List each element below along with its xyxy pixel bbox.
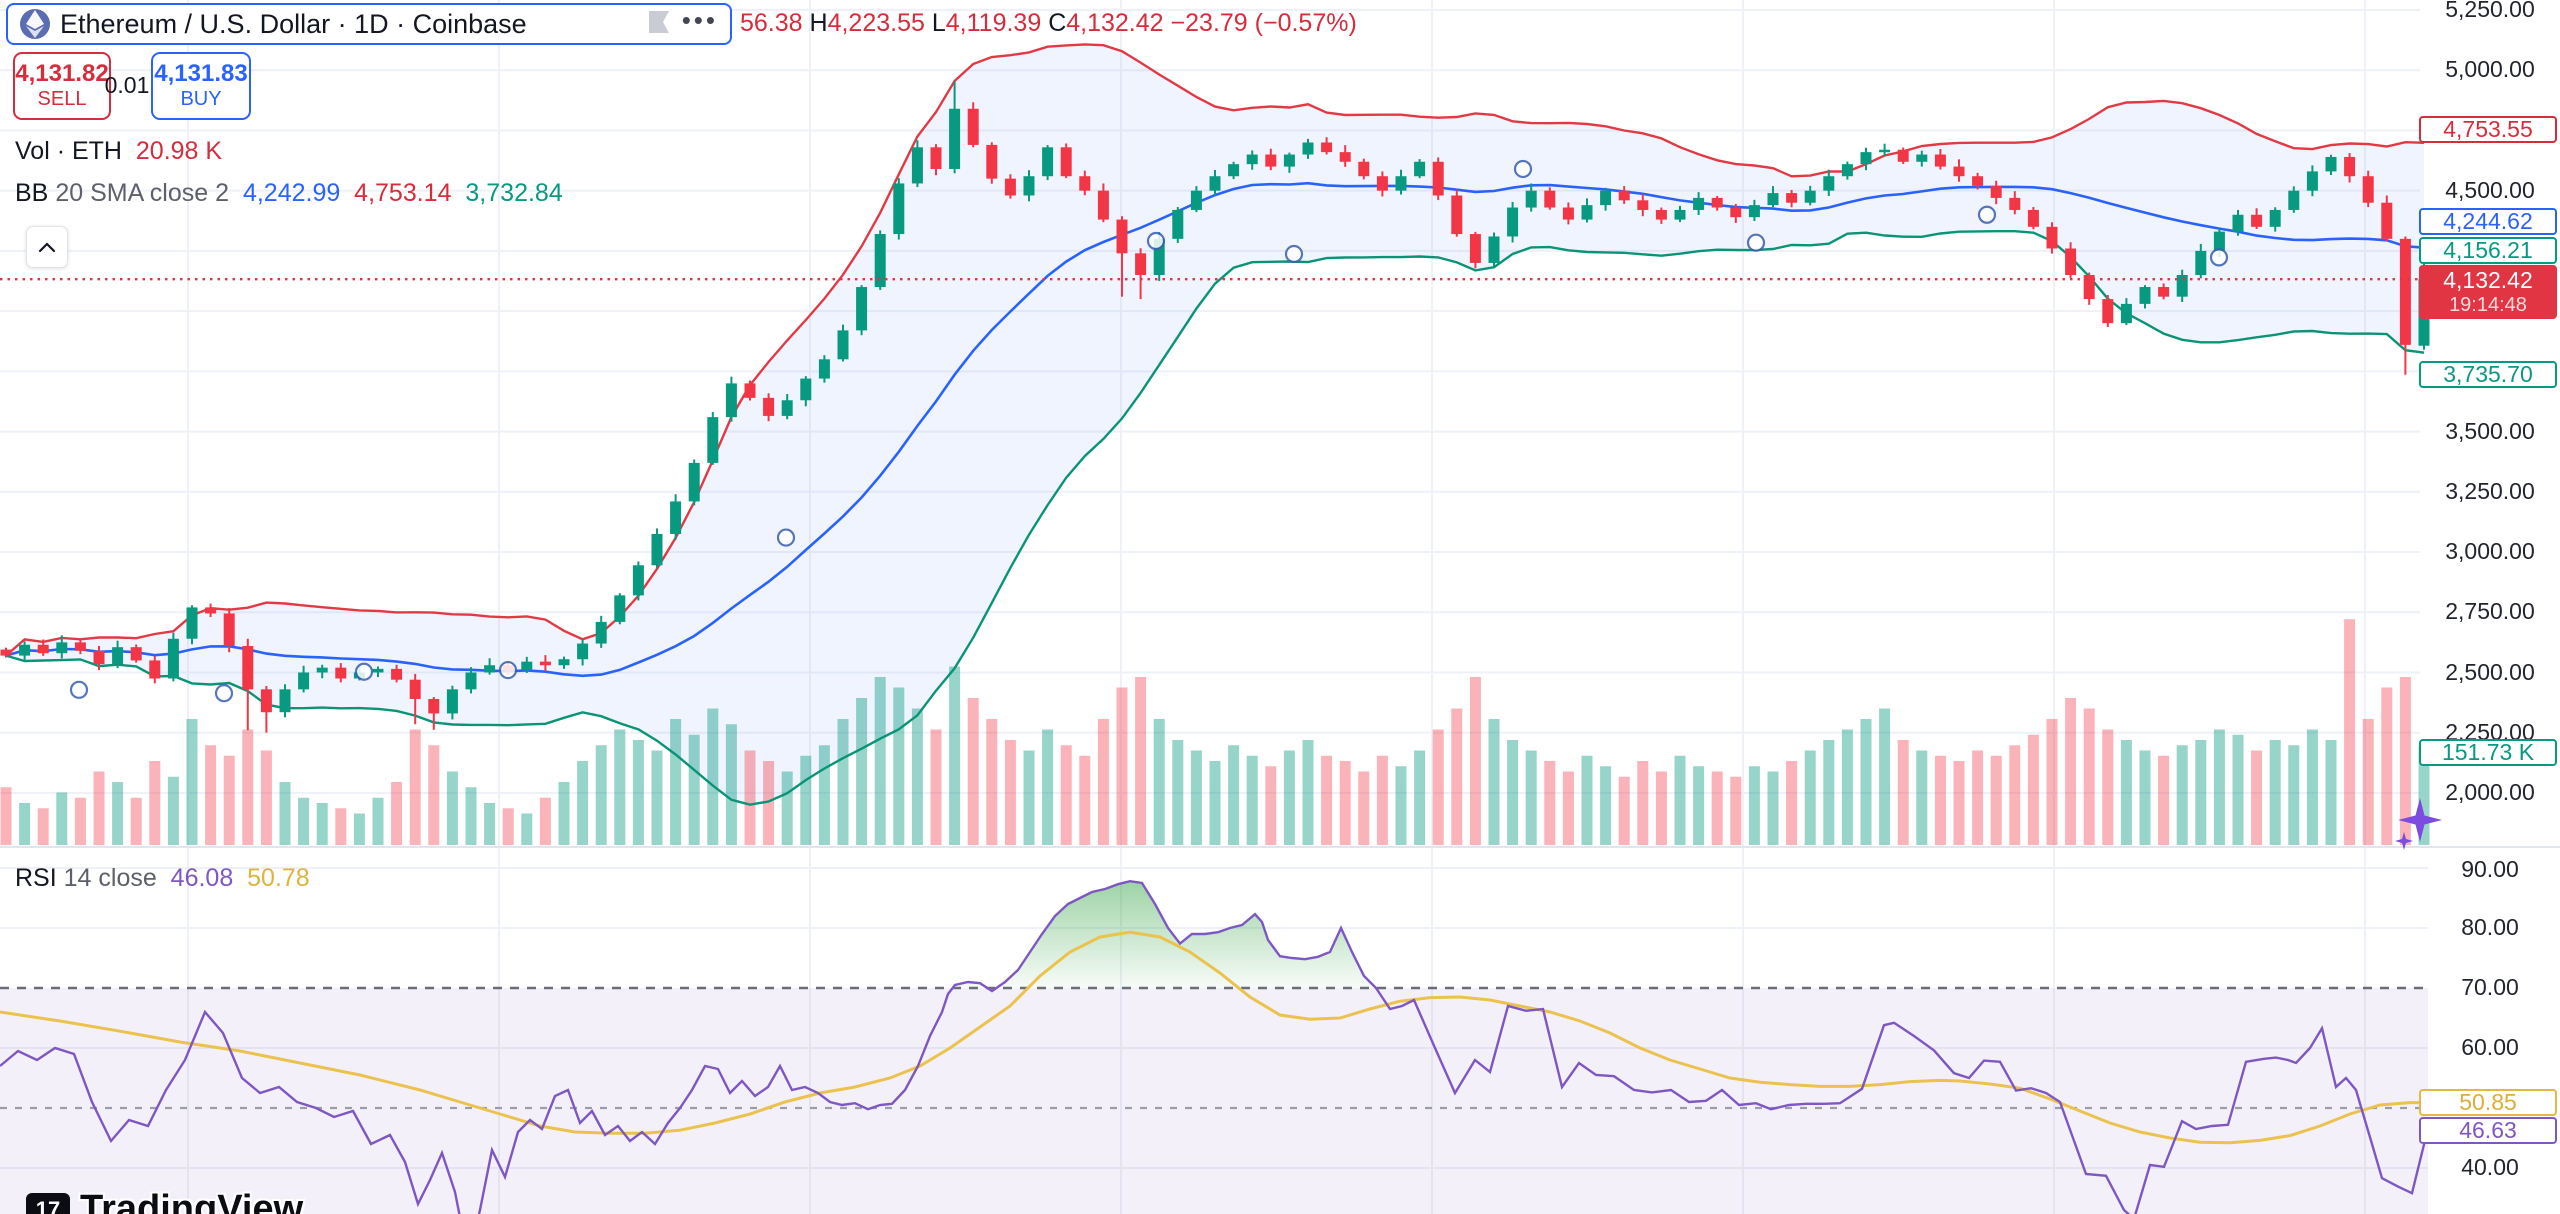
- sparkle-cursor-icon: [2395, 798, 2442, 850]
- price-badge: 4,753.55: [2419, 116, 2557, 143]
- buy-price: 4,131.83: [154, 60, 248, 88]
- price-badge: 4,156.21: [2419, 237, 2557, 264]
- axis-label: 70.00: [2461, 974, 2519, 1000]
- flag-icon[interactable]: [646, 9, 672, 40]
- price-badge: 46.63: [2419, 1117, 2557, 1144]
- ethereum-logo-icon: [20, 9, 50, 39]
- axis-label: 90.00: [2461, 856, 2519, 882]
- axis-label: 80.00: [2461, 914, 2519, 940]
- chevron-up-icon: [38, 242, 56, 253]
- axis-label: 2,000.00: [2445, 779, 2535, 805]
- axis-label: 60.00: [2461, 1034, 2519, 1060]
- price-badge: 4,244.62: [2419, 208, 2557, 235]
- bb-upper-value: 4,753.14: [354, 179, 452, 207]
- rsi-ma-value: 50.78: [247, 864, 310, 892]
- price-badge: 4,132.42 19:14:48: [2419, 265, 2557, 319]
- low-value: 4,119.39: [945, 9, 1042, 37]
- more-options-icon[interactable]: •••: [681, 5, 718, 35]
- axis-label: 40.00: [2461, 1154, 2519, 1180]
- symbol-title: Ethereum / U.S. Dollar · 1D · Coinbase: [60, 8, 527, 39]
- volume-value: 20.98 K: [135, 137, 223, 165]
- axis-label: 3,000.00: [2445, 538, 2535, 564]
- close-value: 4,132.42: [1066, 9, 1164, 37]
- rsi-value: 46.08: [170, 864, 234, 892]
- axis-label: 4,500.00: [2445, 177, 2535, 203]
- sell-button[interactable]: 4,131.82 SELL: [13, 52, 111, 120]
- axis-label: 3,500.00: [2445, 418, 2535, 444]
- open-value: 56.38: [740, 9, 803, 37]
- tradingview-logo-icon: 17: [26, 1192, 70, 1214]
- bb-lower-value: 3,732.84: [465, 179, 563, 207]
- axis-label: 5,000.00: [2445, 56, 2535, 82]
- buy-button[interactable]: 4,131.83 BUY: [151, 52, 251, 120]
- change-value: −23.79 (−0.57%): [1170, 9, 1357, 37]
- price-badge: 50.85: [2419, 1089, 2557, 1116]
- sell-price: 4,131.82: [15, 60, 109, 88]
- tradingview-watermark[interactable]: 17 TradingView: [26, 1188, 303, 1214]
- bb-legend[interactable]: BB 20 SMA close 2 4,242.99 4,753.14 3,73…: [15, 179, 563, 207]
- rsi-legend[interactable]: RSI 14 close 46.08 50.78: [15, 864, 310, 892]
- ohlc-readout: 56.38 H4,223.55 L4,119.39 C4,132.42 −23.…: [740, 9, 1357, 37]
- axis-label: 5,250.00: [2445, 0, 2535, 22]
- axis-label: 2,500.00: [2445, 659, 2535, 685]
- volume-legend[interactable]: Vol · ETH 20.98 K: [15, 137, 223, 165]
- spread-value: 0.01: [104, 72, 150, 98]
- collapse-pane-button[interactable]: [26, 226, 68, 268]
- high-value: 4,223.55: [827, 9, 925, 37]
- bb-basis-value: 4,242.99: [242, 179, 341, 207]
- price-badge: 151.73 K: [2419, 739, 2557, 766]
- axis-label: 3,250.00: [2445, 478, 2535, 504]
- axis-label: 2,750.00: [2445, 598, 2535, 624]
- price-badge: 3,735.70: [2419, 361, 2557, 388]
- symbol-header[interactable]: Ethereum / U.S. Dollar · 1D · Coinbase •…: [6, 3, 732, 45]
